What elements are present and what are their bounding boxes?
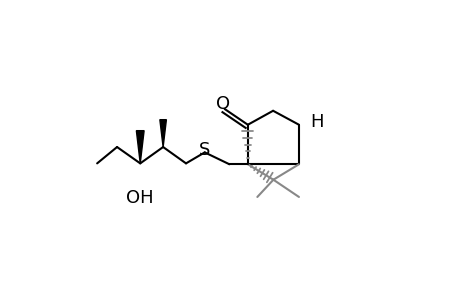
- Text: O: O: [216, 94, 230, 112]
- Text: H: H: [310, 113, 323, 131]
- Text: S: S: [199, 141, 210, 159]
- Polygon shape: [160, 120, 166, 147]
- Text: OH: OH: [126, 189, 153, 207]
- Polygon shape: [136, 131, 144, 164]
